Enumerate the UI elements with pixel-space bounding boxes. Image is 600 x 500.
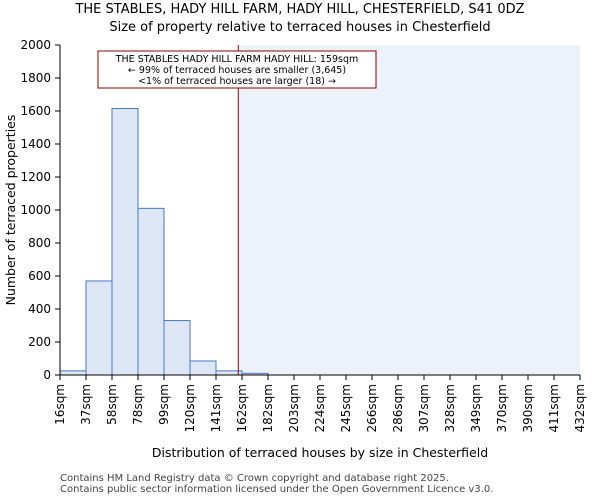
axes-group: 0 200 400 600 800 1000 1200 1400 1600 1800 2000 16s… (20, 38, 587, 432)
histogram-bar (111, 108, 139, 376)
y-tick-label: 1400 (20, 137, 51, 151)
plot-area (238, 45, 581, 375)
y-tick-label: 600 (28, 269, 51, 283)
y-tick-label: 0 (43, 368, 51, 382)
x-tick-label: 411sqm (547, 384, 561, 432)
y-tick-label: 800 (28, 236, 51, 250)
histogram-bar (137, 207, 165, 376)
y-tick-label: 1600 (20, 104, 51, 118)
y-tick-label: 200 (28, 335, 51, 349)
annotation-border (97, 50, 377, 89)
x-tick-label: 162sqm (235, 384, 249, 432)
bars-group (59, 108, 269, 376)
larger-region-shade (238, 45, 581, 375)
x-tick-label: 37sqm (79, 384, 93, 425)
x-tick-label: 432sqm (573, 384, 587, 432)
footer-line-1: Contains HM Land Registry data © Crown c… (60, 473, 449, 484)
x-tick-label: 78sqm (131, 384, 145, 425)
x-tick-label: 245sqm (339, 384, 353, 432)
x-axis-label: Distribution of terraced houses by size … (152, 445, 488, 460)
x-tick-label: 224sqm (313, 384, 327, 432)
y-tick-label: 2000 (20, 38, 51, 52)
y-tick-label: 1200 (20, 170, 51, 184)
x-tick-label: 266sqm (365, 384, 379, 432)
histogram-bar (85, 280, 113, 376)
chart-title: THE STABLES, HADY HILL FARM, HADY HILL, … (75, 2, 525, 17)
histogram-bar (189, 360, 217, 376)
x-tick-label: 370sqm (495, 384, 509, 432)
x-tick-label: 120sqm (183, 384, 197, 432)
x-tick-label: 182sqm (261, 384, 275, 432)
annotation-line-3: <1% of terraced houses are larger (18) → (138, 76, 336, 87)
annotation-line-2: ← 99% of terraced houses are smaller (3,… (128, 65, 346, 76)
x-tick-label: 203sqm (287, 384, 301, 432)
x-tick-label: 286sqm (391, 384, 405, 432)
x-tick-label: 58sqm (105, 384, 119, 425)
chart-subtitle: Size of property relative to terraced ho… (109, 20, 491, 35)
histogram-bar (59, 370, 87, 376)
x-tick-label: 349sqm (469, 384, 483, 432)
footer-line-2: Contains public sector information licen… (60, 484, 494, 495)
histogram-bar (163, 320, 191, 376)
y-axis-label: Number of terraced properties (3, 115, 18, 306)
y-tick-label: 1800 (20, 71, 51, 85)
y-tick-label: 400 (28, 302, 51, 316)
annotation-line-1: THE STABLES HADY HILL FARM HADY HILL: 15… (115, 54, 359, 65)
annotation-box: THE STABLES HADY HILL FARM HADY HILL: 15… (97, 50, 377, 89)
x-tick-label: 307sqm (417, 384, 431, 432)
x-tick-label: 16sqm (53, 384, 67, 425)
x-tick-label: 328sqm (443, 384, 457, 432)
x-tick-label: 390sqm (521, 384, 535, 432)
x-tick-label: 99sqm (157, 384, 171, 425)
y-tick-label: 1000 (20, 203, 51, 217)
x-tick-label: 141sqm (209, 384, 223, 432)
